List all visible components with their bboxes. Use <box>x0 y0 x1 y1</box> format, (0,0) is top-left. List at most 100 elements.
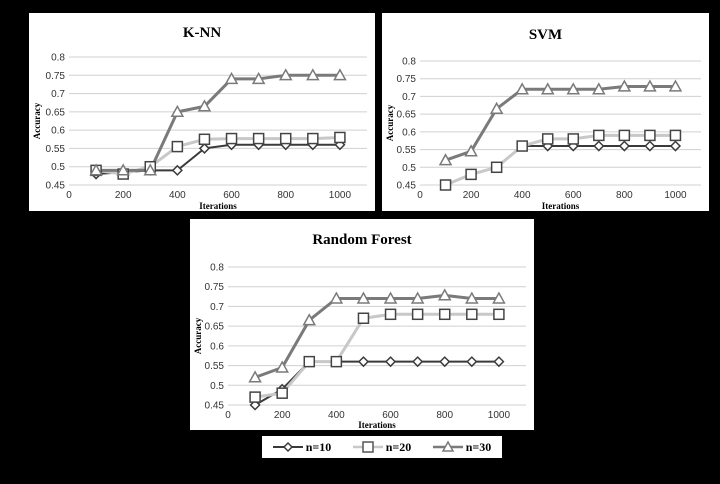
rf-series-n20-line <box>254 312 499 399</box>
svm-x-tick-label: 0 <box>417 190 423 201</box>
legend-n10-swatch <box>272 441 303 453</box>
svm-point-n30 <box>464 144 478 157</box>
rf-point-n30 <box>248 370 262 383</box>
knn-x-tick-label: 400 <box>169 190 186 201</box>
rf-point-n20 <box>438 308 451 321</box>
rf-point-n10 <box>357 356 370 368</box>
svm-y-tick-label: 0.5 <box>402 163 416 174</box>
rf-point-n20 <box>330 355 343 368</box>
svm-y-tick-label: 0.6 <box>402 127 416 138</box>
rf-y-tick-label: 0.75 <box>205 282 225 293</box>
svm-point-n20 <box>593 129 605 142</box>
legend-item-n10: n=10 <box>272 439 332 455</box>
rf-point-n30 <box>492 291 506 304</box>
rf-y-axis-label: Accuracy <box>193 317 203 354</box>
svm-x-tick-label: 600 <box>565 190 582 201</box>
svm-point-n20 <box>669 129 682 142</box>
knn-x-tick-label: 1000 <box>329 190 352 201</box>
knn-point-n30 <box>170 104 185 118</box>
knn-point-n30 <box>333 68 347 81</box>
legend-n30-label: n=30 <box>465 439 492 454</box>
knn-point-n30 <box>306 68 320 81</box>
svm-y-tick-label: 0.7 <box>402 92 416 103</box>
rf-point-n10 <box>384 356 397 368</box>
rf-series-n30-line <box>254 293 499 379</box>
legend-n10-label: n=10 <box>305 439 332 454</box>
svm-point-n30 <box>515 82 529 95</box>
svm-x-tick-label: 400 <box>514 190 531 201</box>
svm-y-axis-label: Accuracy <box>385 104 395 141</box>
svm-point-n30 <box>489 101 504 114</box>
knn-point-n30 <box>224 71 239 85</box>
rf-point-n20 <box>276 387 288 399</box>
knn-point-n30 <box>251 71 266 85</box>
svm-point-n30 <box>643 79 657 92</box>
knn-point-n10 <box>334 139 346 151</box>
knn-y-tick-label: 0.8 <box>51 53 65 64</box>
svm-point-n30 <box>592 82 606 95</box>
svm-point-n30 <box>566 82 581 95</box>
rf-point-n30 <box>356 291 371 304</box>
rf-point-n30 <box>383 291 398 304</box>
svm-x-axis-label: Iterations <box>542 201 580 211</box>
knn-point-n20 <box>334 131 346 144</box>
rf-x-tick-label: 1000 <box>488 410 511 421</box>
knn-point-n10 <box>171 164 183 176</box>
svm-point-n30 <box>438 153 453 166</box>
knn-point-n20 <box>307 132 319 145</box>
svm-point-n20 <box>618 129 631 142</box>
knn-series-n30-line <box>96 73 340 172</box>
knn-chart-title: K-NN <box>183 25 221 41</box>
knn-x-tick-label: 200 <box>115 190 132 201</box>
knn-point-n20 <box>171 140 184 153</box>
rf-point-n30 <box>465 291 479 304</box>
rf-point-n20 <box>493 308 505 321</box>
svm-point-n10 <box>644 140 656 152</box>
rf-point-n20 <box>357 312 370 325</box>
knn-point-n10 <box>198 142 211 154</box>
knn-y-tick-label: 0.55 <box>46 144 66 155</box>
svm-point-n20 <box>541 133 554 145</box>
svm-point-n10 <box>593 140 605 152</box>
knn-chart-svg: K-NN 0.45 0.5 0.55 0.6 0.65 0.7 0.75 0.8 0 200 400 6… <box>32 25 367 211</box>
svm-chart-panel: SVM 0.45 0.5 0.55 0.6 0.65 0.7 0.75 0.8 0 200 400 60… <box>382 13 709 211</box>
knn-x-axis-label: Iterations <box>199 201 237 211</box>
legend-n30-swatch <box>432 440 463 452</box>
legend-item-n30: n=30 <box>432 439 492 455</box>
knn-chart-panel: K-NN 0.45 0.5 0.55 0.6 0.65 0.7 0.75 0.8 0 200 400 6… <box>29 13 375 211</box>
knn-x-tick-label: 0 <box>66 190 72 201</box>
legend-n20-label: n=20 <box>385 439 412 454</box>
svm-x-tick-label: 1000 <box>664 190 687 201</box>
svm-point-n30 <box>617 79 632 92</box>
svm-series-n10-line <box>445 145 676 186</box>
knn-x-tick-label: 600 <box>223 190 240 201</box>
svm-y-tick-label: 0.75 <box>397 74 417 85</box>
rf-x-axis-label: Iterations <box>358 420 396 430</box>
knn-y-axis-label: Accuracy <box>32 102 42 139</box>
svm-y-tick-label: 0.45 <box>397 181 417 192</box>
rf-chart-svg: Random Forest 0.45 0.5 0.55 0.6 0.65 0.7 0.75 0.… <box>193 232 526 430</box>
knn-point-n20 <box>198 133 211 146</box>
svm-point-n20 <box>644 129 656 142</box>
legend-n20-swatch <box>352 441 383 453</box>
rf-point-n10 <box>439 356 451 368</box>
rf-y-tick-label: 0.5 <box>210 381 224 392</box>
svm-y-tick-label: 0.55 <box>397 145 417 156</box>
knn-y-tick-label: 0.75 <box>46 71 66 82</box>
svm-x-tick-label: 800 <box>616 190 633 201</box>
svm-chart-svg: SVM 0.45 0.5 0.55 0.6 0.65 0.7 0.75 0.8 0 200 400 60… <box>385 27 701 211</box>
knn-y-tick-label: 0.5 <box>51 162 65 173</box>
legend-item-n20: n=20 <box>352 439 412 455</box>
rf-point-n20 <box>466 308 478 321</box>
knn-point-n30 <box>278 68 293 81</box>
knn-point-n20 <box>252 132 265 145</box>
knn-y-tick-label: 0.45 <box>46 181 66 192</box>
rf-y-tick-label: 0.8 <box>210 263 224 274</box>
svm-point-n10 <box>669 140 682 152</box>
rf-point-n30 <box>275 360 289 373</box>
svm-point-n20 <box>465 168 477 181</box>
rf-y-tick-label: 0.6 <box>210 341 224 352</box>
svm-point-n30 <box>540 82 555 95</box>
rf-point-n30 <box>410 291 425 304</box>
rf-x-tick-label: 200 <box>274 410 291 421</box>
